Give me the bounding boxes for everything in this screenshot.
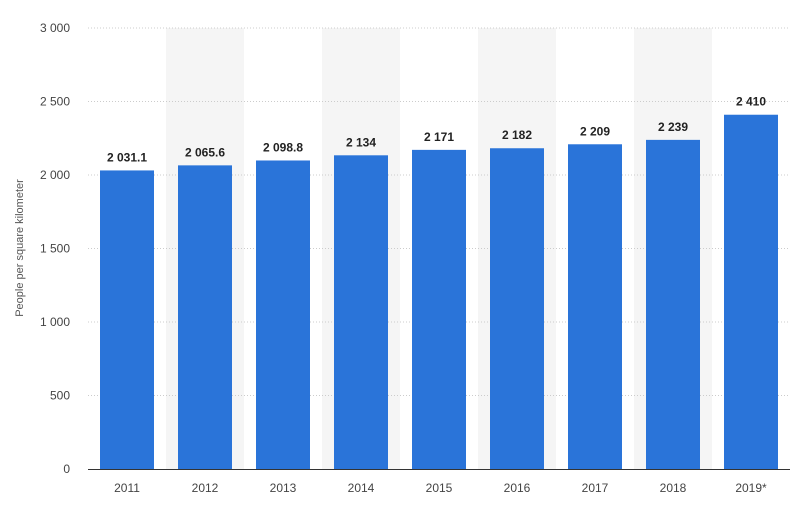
- data-label: 2 171: [424, 130, 454, 144]
- x-tick-label: 2015: [426, 481, 453, 495]
- x-axis-ticks: 2011 2012 2013 2014 2015 2016 2017 2018 2019*: [114, 481, 767, 495]
- x-tick-label: 2016: [504, 481, 531, 495]
- y-tick-label: 1 500: [40, 242, 70, 256]
- data-label: 2 031.1: [107, 150, 147, 164]
- x-tick-label: 2013: [270, 481, 297, 495]
- y-tick-label: 2 000: [40, 168, 70, 182]
- bar: [646, 139, 700, 469]
- y-axis-title: People per square kilometer: [14, 179, 26, 317]
- data-label: 2 182: [502, 128, 532, 142]
- y-axis-ticks: 0 500 1 000 1 500 2 000 2 500 3 000: [40, 21, 70, 476]
- data-label: 2 410: [736, 95, 766, 109]
- bar: [568, 144, 622, 470]
- data-label: 2 209: [580, 124, 610, 138]
- y-tick-label: 1 000: [40, 315, 70, 329]
- bars: [100, 114, 778, 470]
- x-tick-label: 2014: [348, 481, 375, 495]
- bar: [412, 149, 466, 469]
- data-label: 2 065.6: [185, 145, 225, 159]
- x-tick-label: 2017: [582, 481, 609, 495]
- y-tick-label: 2 500: [40, 95, 70, 109]
- data-label: 2 098.8: [263, 140, 303, 154]
- y-tick-label: 3 000: [40, 21, 70, 35]
- x-tick-label: 2018: [660, 481, 687, 495]
- data-label: 2 134: [346, 135, 376, 149]
- data-labels: 2 031.1 2 065.6 2 098.8 2 134 2 171 2 182 2 20…: [107, 95, 766, 165]
- x-tick-label: 2011: [114, 481, 140, 495]
- bar: [178, 165, 232, 469]
- bar: [490, 148, 544, 469]
- y-tick-label: 500: [50, 389, 70, 403]
- bar: [724, 114, 778, 469]
- bar: [334, 155, 388, 469]
- x-tick-label: 2012: [192, 481, 219, 495]
- bar: [256, 160, 310, 470]
- y-tick-label: 0: [63, 462, 70, 476]
- data-label: 2 239: [658, 120, 688, 134]
- x-tick-label: 2019*: [735, 481, 767, 495]
- bar: [100, 170, 154, 470]
